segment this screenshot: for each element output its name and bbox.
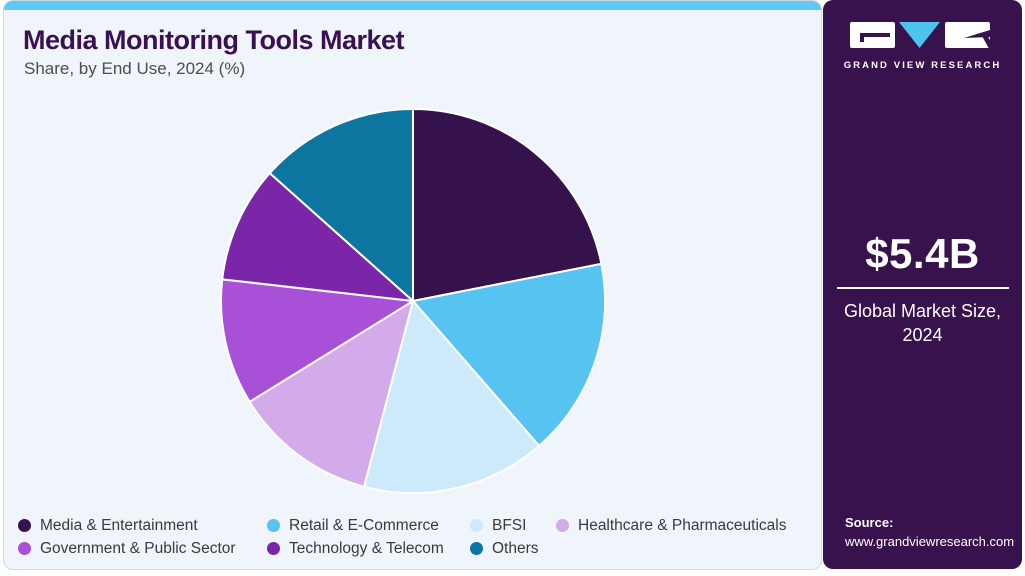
- legend-swatch-technology-telecom: [267, 542, 280, 555]
- market-size-divider: [836, 287, 1009, 289]
- chart-panel: Media Monitoring Tools Market Share, by …: [3, 0, 822, 570]
- logo-r-block: [945, 22, 996, 54]
- page-title: Media Monitoring Tools Market: [23, 25, 405, 55]
- source-url: www.grandviewresearch.com: [845, 534, 1015, 549]
- pie-slice-4: [220, 278, 414, 403]
- legend-item-others: Others: [470, 540, 539, 557]
- page-subtitle: Share, by End Use, 2024 (%): [24, 59, 246, 78]
- legend-swatch-healthcare-pharma: [556, 519, 569, 532]
- pie-chart: [213, 101, 613, 501]
- logo-g-block: [850, 22, 895, 48]
- sidebar: GRAND VIEW RESEARCH $5.4B Global Market …: [823, 0, 1022, 569]
- gvr-logo: [850, 22, 996, 54]
- market-size-value: $5.4B: [865, 230, 980, 277]
- pie-slice-0: [412, 108, 603, 302]
- pie-slice-1: [412, 262, 606, 447]
- legend-label: Healthcare & Pharmaceuticals: [578, 516, 787, 534]
- legend-label: Retail & E-Commerce: [289, 516, 439, 534]
- legend-item-bfsi: BFSI: [470, 517, 526, 534]
- legend-swatch-retail-ecommerce: [267, 519, 280, 532]
- logo-wordmark: GRAND VIEW RESEARCH: [843, 60, 1002, 71]
- legend-item-healthcare-pharma: Healthcare & Pharmaceuticals: [556, 517, 787, 534]
- legend-item-technology-telecom: Technology & Telecom: [267, 540, 444, 557]
- source-block: Source: www.grandviewresearch.com: [845, 513, 1014, 551]
- market-size-caption: Global Market Size, 2024: [843, 300, 1002, 345]
- legend-label: Government & Public Sector: [40, 539, 236, 557]
- market-size-block: $5.4B Global Market Size, 2024: [823, 230, 1022, 347]
- legend-label: Technology & Telecom: [289, 539, 444, 557]
- legend-label: Others: [492, 539, 539, 557]
- legend-swatch-bfsi: [470, 519, 483, 532]
- source-label: Source:: [845, 515, 894, 530]
- legend-item-retail-ecommerce: Retail & E-Commerce: [267, 517, 439, 534]
- pie-chart-svg: [220, 108, 606, 494]
- legend-swatch-media-entertainment: [18, 519, 31, 532]
- pie-slice-5: [221, 172, 414, 302]
- legend-item-government-public: Government & Public Sector: [18, 540, 236, 557]
- pie-slice-2: [363, 300, 541, 494]
- legend-label: BFSI: [492, 516, 527, 534]
- legend-item-media-entertainment: Media & Entertainment: [18, 517, 198, 534]
- logo-v-triangle: [899, 22, 940, 48]
- top-accent-bar: [4, 1, 821, 10]
- pie-slice-3: [248, 300, 414, 488]
- legend-swatch-government-public: [18, 542, 31, 555]
- pie-slice-6: [268, 108, 414, 302]
- legend-label: Media & Entertainment: [40, 516, 198, 534]
- legend-swatch-others: [470, 542, 483, 555]
